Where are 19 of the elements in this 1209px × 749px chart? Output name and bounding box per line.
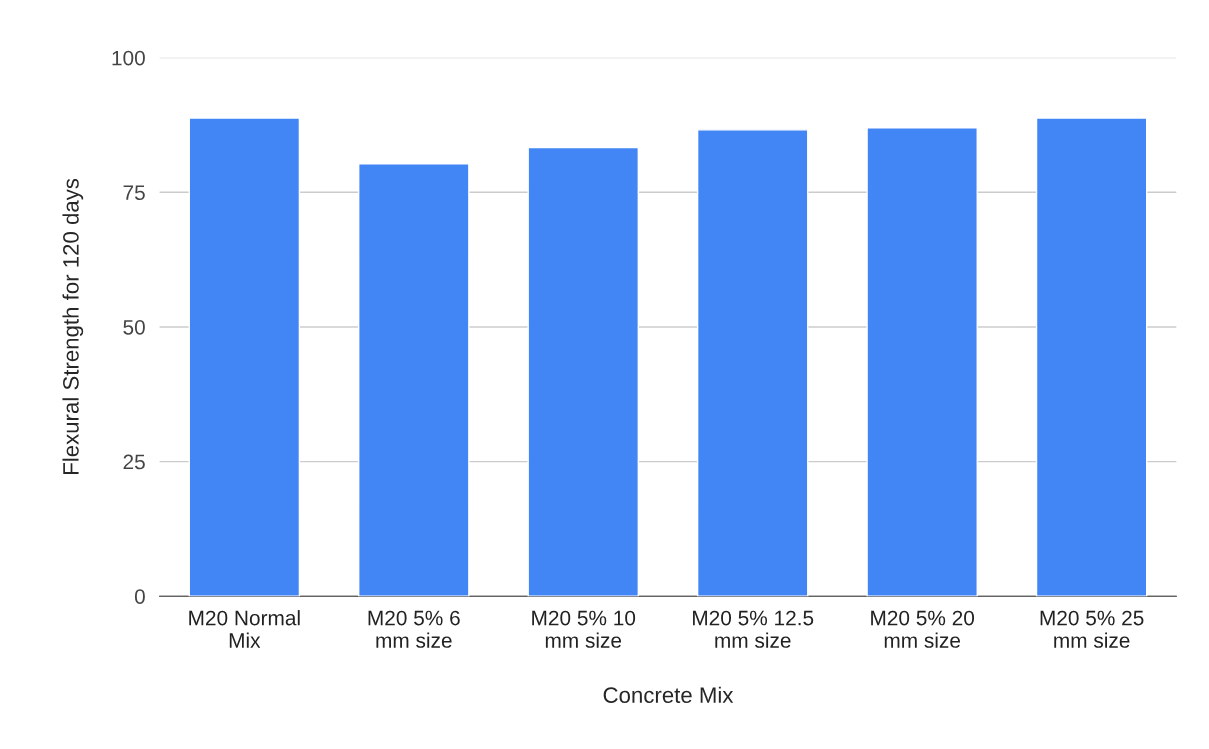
y-tick-label: 75: [123, 185, 145, 201]
x-axis-title: Concrete Mix: [603, 686, 734, 703]
x-tick-label: M20 5% 6 mm size: [368, 610, 460, 648]
x-tick-label: M20 Normal Mix: [189, 610, 300, 648]
bar: [1035, 117, 1148, 597]
x-tick-label: M20 5% 20 mm size: [871, 610, 975, 648]
y-tick-label: 0: [134, 589, 145, 604]
bar: [527, 146, 640, 597]
bar: [866, 126, 978, 597]
bar: [696, 129, 809, 597]
y-axis-title: Flexural Strength for 120 days: [62, 178, 84, 474]
x-tick-label: M20 5% 12.5 mm size: [693, 610, 814, 648]
y-tick-label: 25: [123, 454, 145, 470]
bar: [358, 163, 470, 597]
bar: [188, 117, 301, 597]
x-tick-label: M20 5% 10 mm size: [532, 610, 636, 648]
y-tick-label: 100: [112, 50, 145, 66]
y-tick-label: 50: [123, 319, 145, 335]
x-tick-label: M20 5% 25 mm size: [1040, 610, 1144, 648]
